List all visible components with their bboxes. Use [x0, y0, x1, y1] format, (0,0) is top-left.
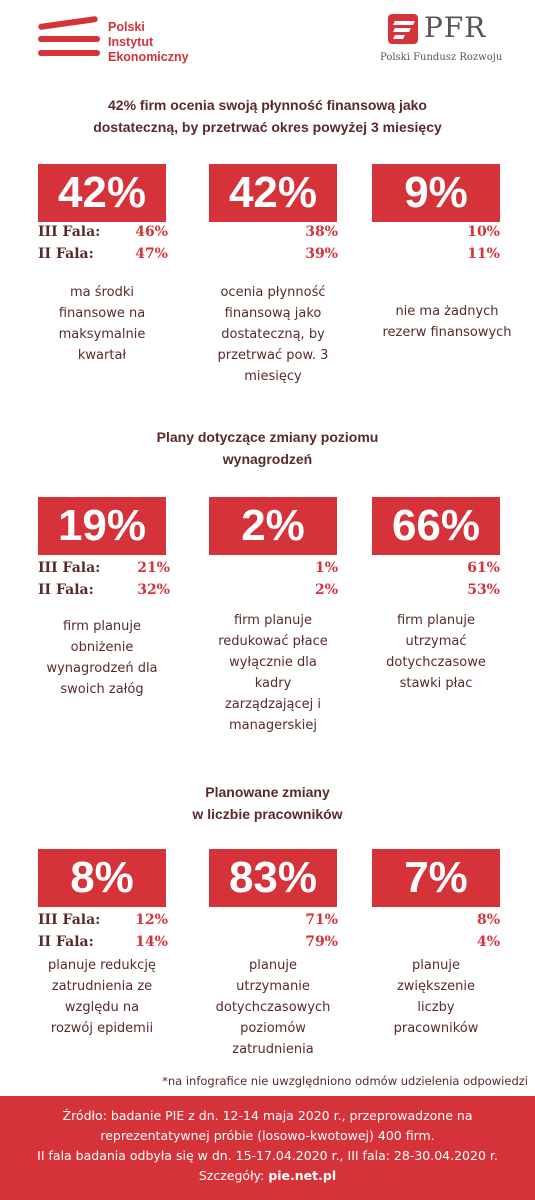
pie-logo-line: Polski — [108, 20, 145, 34]
wave2-value: 47% — [135, 246, 168, 262]
section-title-employment: Planowane zmiany w liczbie pracowników — [0, 781, 535, 825]
stat-description: firm planuje utrzymać dotychczasowe stawki … — [386, 613, 486, 691]
wave3-value: 21% — [137, 560, 170, 576]
details-label: Szczegóły: — [198, 1168, 265, 1183]
section-title-line: w liczbie pracowników — [192, 806, 343, 822]
stat-value: 66% — [372, 497, 500, 555]
wave3-label: III Fala: — [38, 224, 101, 240]
wave3-label: III Fala: — [38, 912, 101, 928]
wave3-value: 10% — [467, 224, 500, 240]
wave3-value: 46% — [135, 224, 168, 240]
stat-description: firm planuje redukować płace wyłącznie dla… — [218, 613, 328, 733]
stat-value: 7% — [372, 849, 500, 907]
wave3-value: 1% — [314, 560, 338, 576]
wave2-value: 79% — [305, 934, 338, 950]
pfr-logo-subtitle: Polski Fundusz Rozwoju — [380, 52, 503, 63]
pfr-logo: PFR Polski Fundusz Rozwoju — [380, 11, 520, 64]
wave2-value: 14% — [135, 934, 168, 950]
wave2-label: II Fala: — [38, 246, 94, 262]
source-footer: Źródło: badanie PIE z dn. 12-14 maja 202… — [0, 1096, 535, 1200]
wave3-value: 12% — [135, 912, 168, 928]
pie-logo-text: Polski Instytut Ekonomiczny — [108, 20, 189, 65]
wave3-value: 61% — [467, 560, 500, 576]
section-title-line: Planowane zmiany — [205, 784, 330, 800]
footer-line: Źródło: badanie PIE z dn. 12-14 maja 202… — [62, 1108, 473, 1123]
stat-description: planuje zwiększenie liczby pracowników — [393, 958, 479, 1036]
pie-logo-line: Instytut — [108, 35, 154, 49]
section-title-line: Plany dotyczące zmiany poziomu — [156, 429, 379, 445]
section-title-liquidity: 42% firm ocenia swoją płynność finansową… — [0, 94, 535, 138]
details-link[interactable]: pie.net.pl — [268, 1168, 337, 1183]
stat-description: ma środki finansowe na maksymalnie kwartał — [58, 285, 146, 363]
footer-line: II fala badania odbyła się w dn. 15-17.0… — [37, 1148, 498, 1163]
wave3-label: III Fala: — [38, 560, 101, 576]
wave2-value: 4% — [476, 934, 500, 950]
footnote: *na infografice nie uwzględniono odmów u… — [162, 1074, 528, 1088]
stat-description: planuje redukcję zatrudnienia ze względu n… — [48, 958, 156, 1036]
stat-value: 42% — [38, 164, 166, 222]
wave2-label: II Fala: — [38, 934, 94, 950]
pfr-logo-name: PFR — [424, 11, 487, 44]
wave3-value: 8% — [476, 912, 500, 928]
stat-value: 83% — [209, 849, 337, 907]
stat-description: ocenia płynność finansową jako dostateczną… — [217, 285, 329, 384]
wave2-value: 53% — [467, 582, 500, 598]
wave2-value: 39% — [305, 246, 338, 262]
wave2-value: 32% — [137, 582, 170, 598]
wave3-value: 71% — [305, 912, 338, 928]
footer-line: reprezentatywnej próbie (losowo-kwotowej… — [100, 1128, 435, 1143]
stat-value: 8% — [38, 849, 166, 907]
pie-logo-mark — [37, 14, 104, 70]
section-title-line: dostateczną, by przetrwać okres powyżej … — [93, 119, 442, 135]
section-title-line: 42% firm ocenia swoją płynność finansową… — [108, 97, 427, 113]
pie-logo: Polski Instytut Ekonomiczny — [37, 14, 238, 70]
stat-value: 42% — [209, 164, 337, 222]
stat-description: firm planuje obniżenie wynagrodzeń dla swoi… — [46, 619, 158, 697]
section-title-wages: Plany dotyczące zmiany poziomu wynagrodz… — [0, 426, 535, 470]
footer-details: Szczegóły: pie.net.pl — [0, 1166, 535, 1186]
wave2-value: 2% — [314, 582, 338, 598]
wave3-value: 38% — [305, 224, 338, 240]
wave2-label: II Fala: — [38, 582, 94, 598]
stat-value: 19% — [38, 497, 166, 555]
stat-value: 2% — [209, 497, 337, 555]
stat-description: planuje utrzymanie dotychczasowych poziomów… — [215, 958, 331, 1057]
wave2-value: 11% — [467, 246, 500, 262]
stat-value: 9% — [372, 164, 500, 222]
section-title-line: wynagrodzeń — [222, 451, 313, 467]
stat-description: nie ma żadnych rezerw finansowych — [382, 304, 512, 340]
pie-logo-line: Ekonomiczny — [108, 50, 189, 64]
pfr-logo-mark — [388, 14, 418, 44]
